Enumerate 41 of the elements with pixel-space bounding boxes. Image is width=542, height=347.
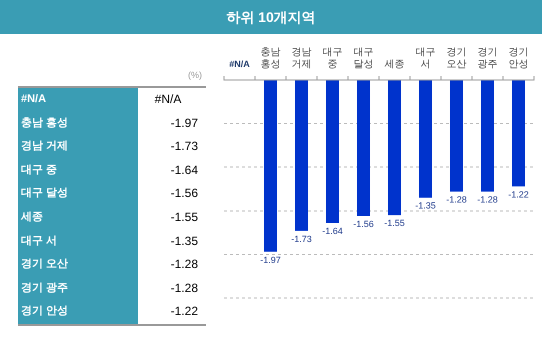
- category-label: 경기 광주: [21, 282, 68, 294]
- data-label: -1.28: [446, 194, 467, 205]
- data-label: -1.64: [322, 226, 343, 236]
- data-label: -1.28: [477, 194, 498, 205]
- text: #N/A: [154, 92, 182, 106]
- x-tick-label: 대구 달성: [354, 46, 374, 70]
- text: -1.28: [170, 257, 198, 272]
- x-tick-label: 대구 서: [416, 46, 436, 70]
- x-tick-label: 경기 오산: [446, 46, 466, 70]
- data-label: -1.22: [508, 189, 529, 200]
- chart-title: 하위 10개지역: [0, 0, 542, 34]
- x-tick-label: 경기 안성: [508, 46, 528, 70]
- text: -1.64: [170, 162, 198, 177]
- x-tick-label: 경남 거제: [292, 46, 312, 70]
- x-tick-label: 대구 중: [322, 46, 342, 70]
- category-label: 대구 달성: [21, 187, 68, 200]
- text: -1.97: [170, 116, 198, 130]
- text: -1.55: [170, 210, 198, 224]
- category-label: 대구 중: [21, 164, 58, 176]
- data-label: -1.35: [415, 200, 436, 211]
- category-label: 대구 서: [21, 234, 58, 247]
- x-tick-label: 세종: [384, 58, 404, 70]
- data-label: -1.73: [291, 234, 312, 244]
- category-label: #N/A: [21, 93, 46, 105]
- data-label: -1.56: [353, 219, 374, 230]
- x-tick-label: 충남 홍성: [260, 46, 280, 70]
- category-label: 경남 거제: [21, 140, 68, 152]
- category-label: 충남 홍성: [21, 116, 68, 129]
- data-label: -1.55: [384, 218, 405, 228]
- x-tick-label: 경기 광주: [478, 46, 498, 70]
- text: -1.35: [170, 234, 198, 248]
- category-label: 경기 안성: [21, 305, 68, 318]
- text: -1.22: [170, 304, 198, 318]
- text: -1.56: [170, 186, 198, 200]
- y-axis-title: (%): [187, 70, 203, 82]
- data-label: -1.97: [260, 254, 281, 265]
- x-tick-label: #N/A: [229, 59, 250, 70]
- text: -1.73: [170, 139, 198, 154]
- category-label: 경기 오산: [21, 258, 68, 270]
- category-label: 세종: [21, 210, 43, 223]
- text: -1.28: [170, 280, 198, 295]
